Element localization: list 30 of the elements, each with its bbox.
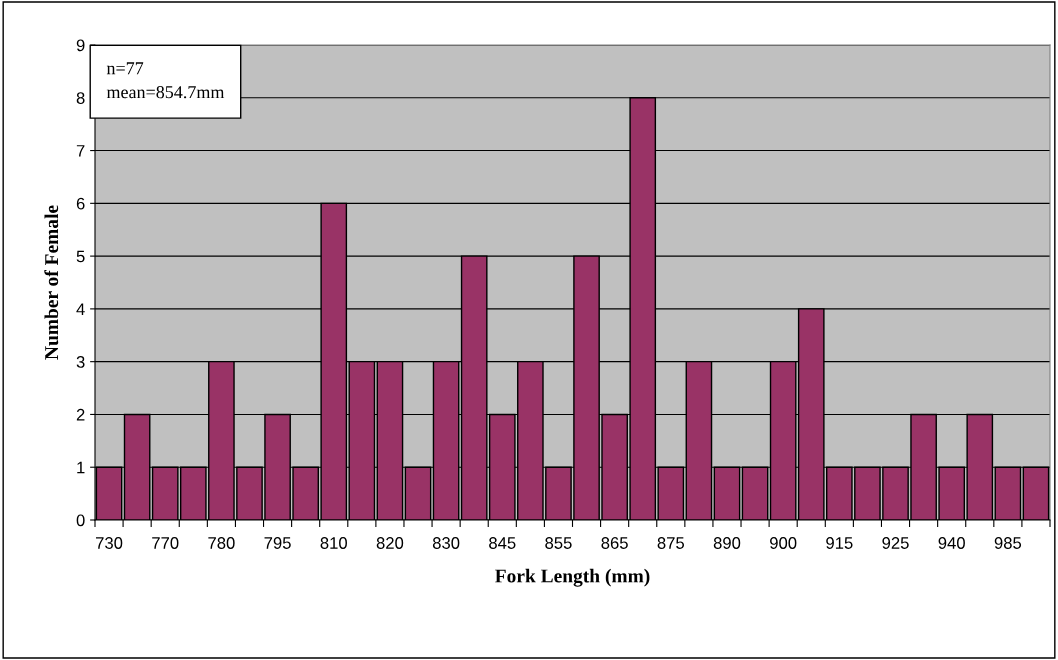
x-tick-label: 915	[826, 537, 853, 549]
y-tick-label: 4	[76, 303, 85, 315]
y-tick-label: 1	[77, 461, 85, 474]
y-tick-label: 6	[76, 197, 85, 210]
x-tick-label: 820	[376, 537, 404, 549]
x-tick-label: 845	[489, 537, 516, 549]
y-tick-label: 3	[76, 356, 85, 368]
x-tick-label: 865	[601, 537, 628, 549]
y-tick-label: 9	[76, 39, 85, 52]
y-tick-label: 7	[76, 145, 85, 157]
x-tick-label: 940	[938, 537, 965, 549]
x-tick-label: 925	[882, 537, 909, 549]
y-tick-label: 0	[76, 514, 85, 527]
x-axis-title: Fork Length (mm)	[495, 568, 650, 587]
x-tick-label: 855	[545, 537, 572, 549]
y-tick-label: 8	[76, 92, 85, 104]
annotation: n=77 mean=854.7mm	[106, 62, 225, 99]
x-tick-label: 875	[657, 537, 685, 549]
y-tick-label: 2	[76, 408, 85, 421]
x-tick-label: 830	[432, 537, 460, 549]
x-tick-label: 780	[208, 537, 235, 549]
x-tick-label: 985	[994, 537, 1022, 549]
x-tick-label: 770	[152, 537, 179, 549]
x-tick-label: 810	[320, 537, 347, 549]
x-tick-label: 730	[96, 537, 123, 549]
x-tick-label: 890	[713, 537, 741, 549]
x-tick-label: 900	[770, 537, 797, 549]
y-axis-title: Number of Female	[44, 205, 59, 360]
x-tick-label: 795	[264, 537, 291, 549]
y-tick-label: 5	[76, 250, 85, 263]
